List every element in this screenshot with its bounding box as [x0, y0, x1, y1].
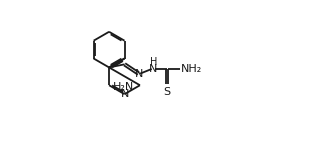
Text: H: H — [150, 57, 158, 67]
Text: NH₂: NH₂ — [181, 64, 203, 74]
Text: N: N — [121, 89, 129, 99]
Text: N: N — [135, 69, 144, 79]
Text: H₂N: H₂N — [112, 82, 134, 92]
Text: S: S — [164, 87, 171, 97]
Text: N: N — [149, 64, 157, 74]
